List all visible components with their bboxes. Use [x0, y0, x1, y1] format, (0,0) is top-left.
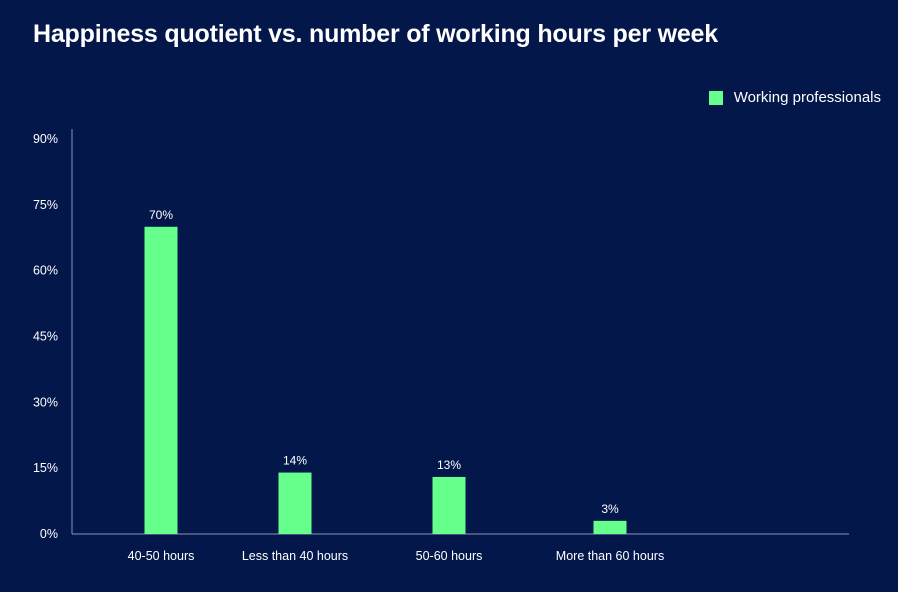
bar-value-label: 70% [149, 208, 173, 222]
legend-label: Working professionals [733, 89, 881, 106]
x-tick-label: More than 60 hours [556, 549, 664, 563]
y-tick-label: 15% [33, 461, 58, 475]
y-tick-label: 45% [33, 330, 58, 344]
bar-value-label: 14% [283, 454, 307, 468]
bar-value-label: 13% [437, 458, 461, 472]
x-tick-label: Less than 40 hours [242, 549, 348, 563]
bar [144, 226, 178, 534]
y-tick-label: 60% [33, 264, 58, 278]
y-tick-label: 90% [33, 132, 58, 146]
y-tick-label: 30% [33, 395, 58, 409]
y-tick-label: 0% [40, 527, 58, 541]
chart-legend: Working professionals [708, 89, 881, 106]
x-tick-label: 40-50 hours [128, 549, 195, 563]
bar-value-label: 3% [601, 502, 619, 516]
bar [432, 476, 466, 534]
chart-title: Happiness quotient vs. number of working… [33, 20, 718, 48]
bar [593, 520, 627, 534]
bar [278, 472, 312, 534]
y-tick-label: 75% [33, 198, 58, 212]
legend-swatch [708, 90, 723, 105]
x-tick-label: 50-60 hours [416, 549, 483, 563]
